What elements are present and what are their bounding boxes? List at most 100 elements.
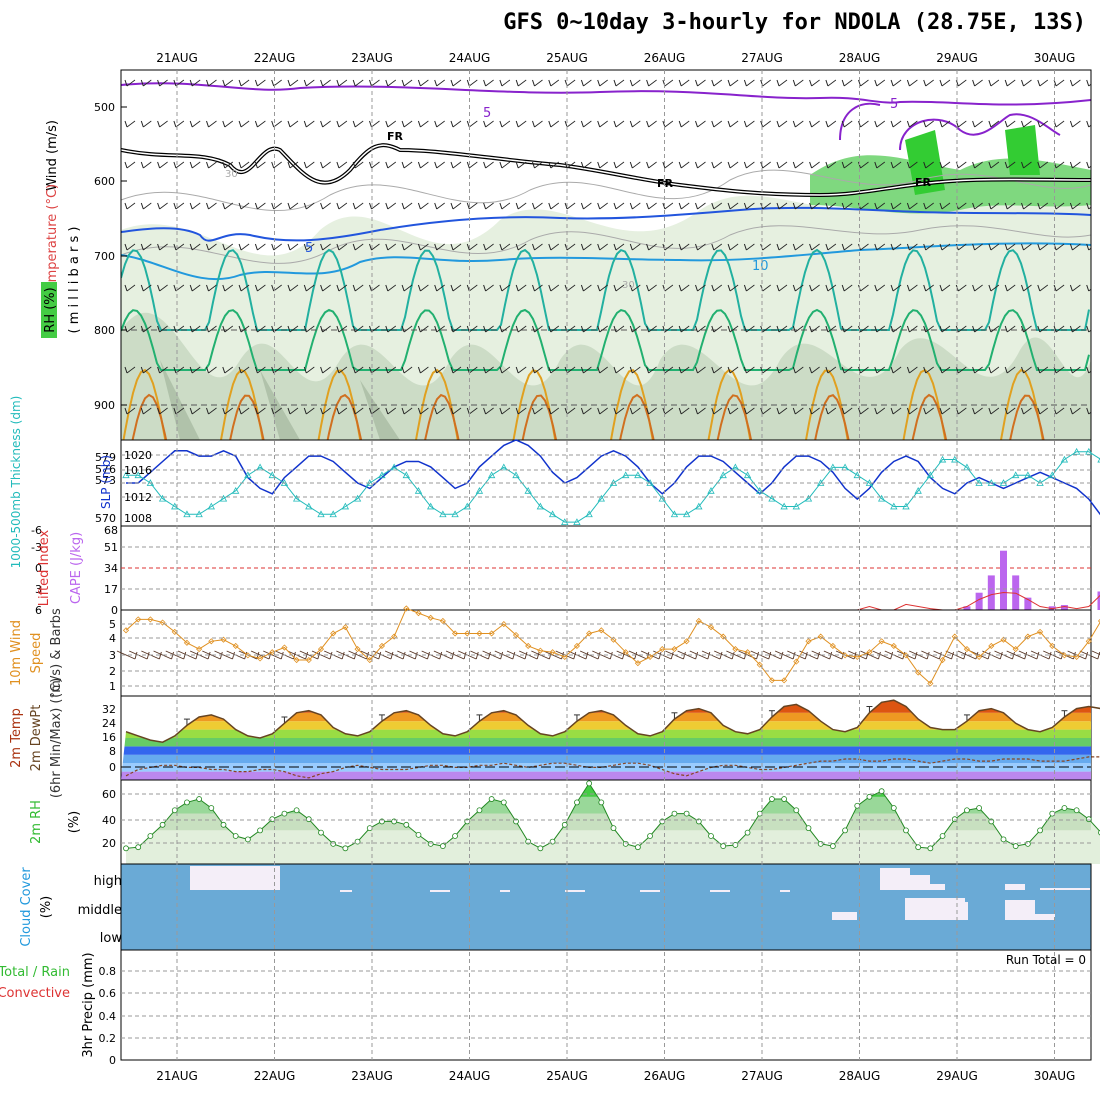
wind-barb-10m	[1091, 650, 1100, 656]
rh-point	[293, 807, 300, 814]
wind-barb	[157, 202, 161, 210]
thickness-point	[463, 502, 471, 510]
wind-barb	[713, 284, 723, 292]
wind-barb	[972, 202, 976, 210]
wind-barb	[499, 202, 503, 210]
wind-barb	[1055, 284, 1065, 292]
ylabel-wind10-1: 10m Wind	[9, 620, 24, 686]
wind-barb	[338, 366, 348, 374]
temp-band	[121, 771, 1091, 780]
wind-barb	[664, 366, 674, 374]
wind-barb	[729, 79, 739, 87]
wind-speed-point	[208, 638, 215, 645]
wind-speed-point	[829, 642, 836, 650]
wind-speed-point	[732, 646, 739, 653]
wind-barb-10m-feather	[1048, 651, 1052, 660]
wind-speed-point	[1000, 636, 1007, 643]
wind-barb	[450, 366, 454, 374]
wind-barb	[485, 325, 494, 333]
wind-barb	[841, 366, 845, 374]
wind-barb	[925, 79, 934, 87]
wind-barb	[532, 161, 535, 169]
wind-barb	[1055, 161, 1065, 169]
wind-barb	[795, 202, 804, 210]
wind-barb	[1055, 407, 1065, 415]
thickness-point	[585, 510, 593, 518]
wind-barb	[1086, 243, 1090, 251]
wind-barb	[988, 79, 992, 87]
wind-barb	[727, 202, 731, 210]
wind-barb	[988, 161, 992, 169]
wind-barb	[550, 79, 560, 87]
wind-barb	[988, 120, 992, 128]
wind-barb	[1037, 120, 1041, 128]
wind-barb	[925, 120, 934, 128]
wind-barb	[143, 202, 152, 210]
wind-barb	[697, 325, 706, 333]
wind-barb	[711, 407, 715, 415]
wind-barb	[615, 202, 625, 210]
rh-point	[257, 827, 263, 834]
wind-barb	[809, 284, 813, 292]
wind-barb	[1088, 165, 1091, 169]
wind-speed-point	[256, 655, 264, 662]
wind-barb	[306, 161, 315, 169]
ylabel-precip-1: Total / Rain	[0, 965, 70, 980]
wind-barb	[289, 79, 299, 87]
wind-barb	[222, 366, 226, 374]
wind-barb	[517, 243, 527, 251]
wind-barb	[727, 79, 731, 87]
wind-barb	[711, 202, 715, 210]
wind-barb	[238, 366, 242, 374]
wind-barb	[615, 284, 625, 292]
wind-barb	[923, 120, 927, 128]
wind-barb	[287, 407, 291, 415]
wind-barb	[613, 161, 617, 169]
wind-speed-point	[586, 630, 593, 637]
wind-speed-point	[427, 614, 434, 621]
wind-barb	[548, 407, 552, 415]
wind-barb	[385, 202, 389, 210]
thickness-point	[207, 502, 215, 510]
rh-point	[890, 805, 897, 811]
wind-barb	[746, 243, 755, 251]
wind-barb	[1023, 366, 1032, 374]
wind-barb	[1021, 120, 1024, 128]
wind-barb	[695, 243, 698, 251]
thickness-point	[877, 494, 886, 502]
wind-barb-10m-feather	[853, 651, 857, 660]
wind-speed-point	[1049, 642, 1056, 650]
wind-barb	[483, 325, 487, 333]
wind-barb	[923, 407, 927, 415]
rh-point	[964, 807, 970, 814]
wind-barb	[841, 325, 845, 333]
wind-barb	[452, 79, 462, 87]
contour-label: 5	[890, 97, 898, 112]
wind-barb	[580, 284, 584, 292]
thickness-point	[439, 510, 447, 518]
tick-label: 0.8	[99, 965, 117, 978]
tick-label: 2	[109, 665, 116, 678]
wind-barb	[173, 161, 177, 169]
wind-barb	[271, 325, 275, 333]
rh-point	[123, 845, 129, 852]
wind-barb	[271, 79, 275, 87]
wind-barb	[564, 161, 568, 169]
wind-barb	[483, 407, 487, 415]
wind-speed-point	[1085, 638, 1092, 645]
wind-barb	[743, 120, 747, 128]
wind-barb	[534, 366, 543, 374]
wind-barb	[697, 243, 706, 251]
wind-barb	[843, 325, 853, 333]
wind-barb	[224, 284, 234, 292]
wind-barb	[892, 407, 902, 415]
wind-barb	[629, 79, 633, 87]
wind-barb	[1055, 79, 1065, 87]
temp2m-series	[125, 699, 1100, 743]
wind-barb	[354, 120, 364, 128]
wind-barb	[597, 161, 601, 169]
wind-barb	[909, 79, 918, 87]
wind-barb	[697, 79, 706, 87]
wind-barb	[238, 79, 242, 87]
wind-barb	[434, 284, 438, 292]
